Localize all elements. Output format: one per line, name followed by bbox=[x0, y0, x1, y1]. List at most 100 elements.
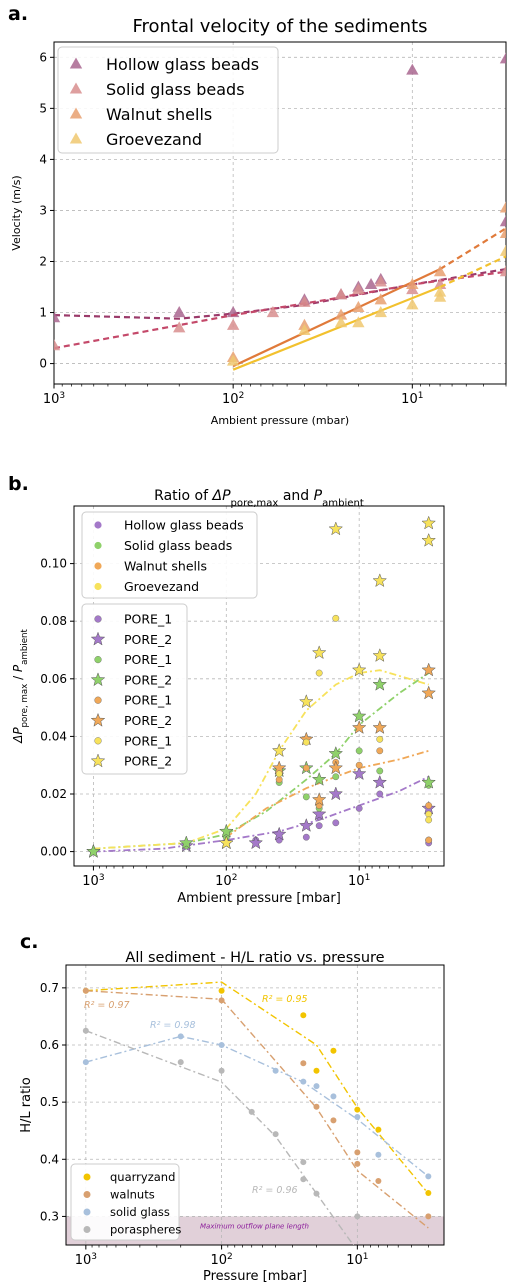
data-point bbox=[354, 1160, 361, 1167]
text-part: and bbox=[278, 488, 313, 504]
text-part: ambient bbox=[322, 498, 364, 509]
data-point-triangle bbox=[374, 275, 387, 287]
legend-marker bbox=[94, 541, 102, 550]
fit-line bbox=[93, 672, 430, 850]
y-axis-label: Velocity (m/s) bbox=[10, 175, 23, 250]
legend-marker-star bbox=[90, 672, 106, 687]
chart-panel-c: c. All sediment - H/L ratio vs. pressure M… bbox=[19, 931, 445, 1284]
data-point-pore2 bbox=[311, 806, 327, 821]
data-point-pore1 bbox=[376, 735, 384, 743]
data-point bbox=[313, 1067, 320, 1074]
y-tick-label: 4 bbox=[39, 152, 47, 166]
y-tick-label: 0.02 bbox=[40, 787, 67, 801]
x-tick-label: 101 bbox=[401, 391, 423, 407]
data-point-pore2 bbox=[218, 823, 234, 838]
data-point-pore1 bbox=[315, 669, 323, 677]
data-point bbox=[218, 1067, 225, 1074]
legend-marker bbox=[83, 1226, 91, 1233]
panel-label: c. bbox=[20, 931, 38, 953]
y-axis-label: H/L ratio bbox=[19, 1077, 34, 1133]
tick-exponent: 3 bbox=[91, 1252, 97, 1262]
plot-frame bbox=[73, 505, 445, 867]
data-point bbox=[354, 1106, 361, 1113]
tick-exponent: 1 bbox=[418, 391, 424, 401]
data-point-triangle bbox=[334, 308, 348, 320]
data-point bbox=[218, 987, 225, 994]
legend-marker-star bbox=[90, 753, 106, 768]
data-point-pore1 bbox=[332, 773, 340, 781]
legend-label: PORE_2 bbox=[124, 754, 172, 769]
data-point-pore1 bbox=[355, 761, 363, 769]
legend-label: Solid glass beads bbox=[124, 538, 232, 553]
legend-label: Solid glass beads bbox=[106, 80, 245, 99]
y-tick-label: 5 bbox=[39, 101, 47, 115]
data-point-triangle bbox=[433, 285, 447, 297]
band-label: Maximum outflow plane length bbox=[200, 1222, 309, 1230]
x-tick-label: 103 bbox=[43, 391, 65, 407]
data-point-pore1 bbox=[302, 793, 310, 801]
data-point bbox=[354, 1213, 361, 1220]
data-point-pore2 bbox=[271, 826, 287, 841]
y-tick-label: 1 bbox=[39, 306, 47, 320]
legend-marker bbox=[94, 521, 102, 529]
tick-base: 10 bbox=[222, 392, 239, 407]
r2-annotation: R² = 0.95 bbox=[262, 994, 308, 1005]
legend-marker bbox=[69, 82, 83, 94]
legend-label: Hollow glass beads bbox=[124, 518, 244, 533]
y-tick-label: 0.04 bbox=[40, 729, 67, 743]
data-point-pore2 bbox=[372, 774, 388, 789]
data-point-triangle bbox=[499, 244, 506, 256]
data-point-triangle bbox=[266, 306, 280, 318]
fit-line bbox=[93, 669, 429, 850]
text-part: pore,max bbox=[231, 498, 279, 509]
data-point bbox=[313, 1103, 320, 1110]
data-point-pore1 bbox=[332, 819, 340, 827]
data-point-triangle bbox=[298, 323, 311, 335]
data-point bbox=[300, 1012, 307, 1019]
data-point-triangle bbox=[334, 288, 348, 300]
y-tick-label: 0.08 bbox=[40, 614, 67, 628]
text-part: pore, max bbox=[20, 684, 30, 728]
tick-base: 10 bbox=[215, 874, 232, 889]
data-point-triangle bbox=[173, 306, 186, 318]
legend: Hollow glass beads Solid glass beads Walnu… bbox=[57, 46, 279, 154]
data-point bbox=[218, 997, 225, 1004]
legend-label: PORE_2 bbox=[124, 632, 172, 647]
x-tick-label: 103 bbox=[75, 1252, 97, 1268]
x-tick-label: 103 bbox=[82, 873, 104, 889]
legend-label: solid glass bbox=[110, 1205, 170, 1219]
panel-label: b. bbox=[8, 473, 29, 495]
data-point bbox=[82, 1059, 89, 1066]
y-tick-label: 0.5 bbox=[40, 1095, 59, 1109]
legend-label: Groevezand bbox=[106, 130, 202, 149]
data-point bbox=[218, 1042, 225, 1048]
x-axis-label: Ambient pressure [mbar] bbox=[177, 891, 341, 906]
plot-data bbox=[54, 52, 506, 371]
data-point-triangle bbox=[406, 277, 419, 290]
data-point-pore1 bbox=[376, 767, 384, 775]
data-point-pore1 bbox=[425, 802, 433, 809]
data-point-pore2 bbox=[421, 662, 436, 677]
x-axis-label: Ambient pressure (mbar) bbox=[211, 414, 349, 427]
legend-box bbox=[70, 1163, 180, 1241]
tick-base: 10 bbox=[210, 1253, 227, 1268]
y-axis-label: ΔPpore, max / Pambient bbox=[11, 628, 30, 743]
y-tick-label: 0.6 bbox=[40, 1038, 59, 1052]
tick-exponent: 2 bbox=[239, 391, 245, 401]
tick-exponent: 1 bbox=[363, 1252, 369, 1262]
fit-line bbox=[232, 285, 441, 371]
panel-label: a. bbox=[8, 3, 28, 25]
data-point-pore1 bbox=[355, 747, 363, 755]
legend-label: Groevezand bbox=[124, 579, 199, 594]
data-point-pore2 bbox=[372, 676, 388, 691]
data-point-pore2 bbox=[271, 743, 287, 758]
data-point-pore2 bbox=[421, 515, 436, 530]
plot-frame bbox=[53, 41, 507, 385]
data-point-pore2 bbox=[351, 766, 367, 781]
fit-line bbox=[54, 270, 506, 350]
data-point-pore2 bbox=[351, 720, 367, 734]
data-point bbox=[248, 1108, 255, 1115]
data-point-triangle bbox=[364, 277, 378, 290]
data-point-triangle bbox=[499, 52, 506, 64]
y-tick-label: 6 bbox=[39, 50, 47, 64]
